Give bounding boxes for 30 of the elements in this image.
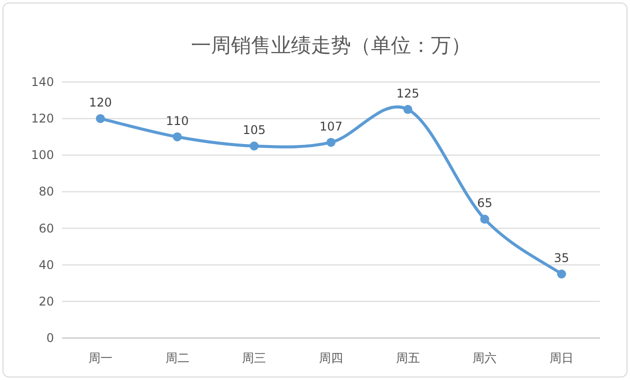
y-tick-label: 100 (31, 148, 54, 162)
data-label: 125 (396, 86, 420, 100)
x-tick-label: 周一 (88, 351, 112, 365)
data-label: 105 (242, 123, 266, 137)
x-tick-label: 周三 (242, 351, 266, 365)
point (172, 132, 182, 142)
point (326, 138, 336, 147)
data-label: 35 (554, 251, 570, 265)
y-tick-label: 0 (46, 331, 54, 345)
data-label: 120 (88, 96, 112, 110)
x-tick-label: 周日 (550, 351, 574, 365)
y-tick-label: 120 (31, 112, 54, 126)
point (403, 104, 412, 114)
y-tick-label: 20 (38, 294, 54, 308)
x-tick-label: 周二 (165, 351, 190, 365)
data-label: 107 (320, 119, 342, 134)
data-label: 110 (166, 114, 189, 128)
y-tick-label: 80 (38, 184, 54, 199)
point (250, 142, 259, 150)
point (96, 114, 105, 124)
y-tick-label: 40 (38, 258, 54, 272)
data-label: 65 (477, 196, 492, 210)
point (557, 270, 566, 278)
point (480, 214, 490, 224)
x-tick-label: 周五 (396, 351, 420, 365)
chart-title: 一周销售业绩走势（单位：万） (191, 33, 471, 57)
y-tick-label: 60 (38, 221, 54, 236)
x-tick-label: 周六 (472, 351, 497, 365)
y-tick-label: 140 (31, 75, 54, 89)
x-tick-label: 周四 (319, 351, 343, 365)
